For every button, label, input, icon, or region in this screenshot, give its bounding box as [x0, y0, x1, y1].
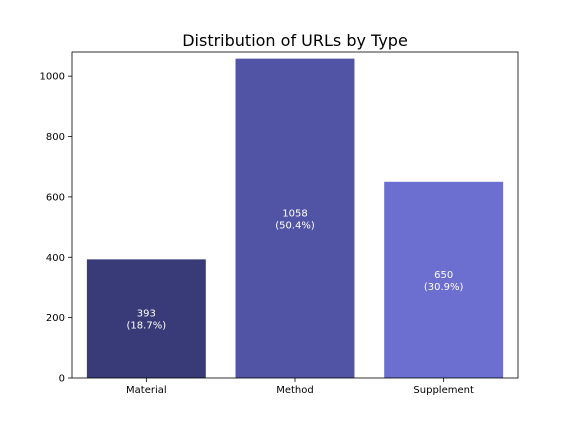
axes-frame [71, 51, 519, 379]
y-tick-label: 1000 [40, 72, 65, 83]
bar-material [86, 259, 206, 378]
y-tick-label: 200 [46, 313, 65, 324]
x-tick-label: Supplement [413, 385, 474, 396]
x-tick-label: Method [276, 385, 314, 396]
plot-area: 393 (18.7%) Material 1058 (50.4%) Method 650 (3… [40, 51, 519, 396]
bar-value-label: 1058 (50.4%) [275, 208, 315, 231]
bar-method [235, 58, 355, 378]
x-tick-label: Material [126, 385, 167, 396]
bar-value-label: 650 (30.9%) [424, 270, 464, 293]
chart-title: Distribution of URLs by Type [182, 31, 408, 50]
bar-value-label: 393 (18.7%) [127, 309, 167, 332]
y-tick-label: 800 [46, 132, 65, 143]
bar-supplement [384, 181, 504, 378]
y-tick-label: 0 [59, 374, 65, 385]
y-tick-label: 600 [46, 192, 65, 203]
y-tick-label: 400 [46, 253, 65, 264]
